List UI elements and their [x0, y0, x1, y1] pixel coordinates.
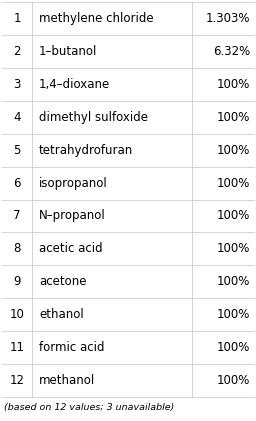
Text: N–propanol: N–propanol — [39, 210, 106, 222]
Text: 3: 3 — [13, 78, 21, 91]
Text: 10: 10 — [9, 308, 24, 321]
Text: tetrahydrofuran: tetrahydrofuran — [39, 144, 133, 157]
Text: 100%: 100% — [217, 341, 250, 354]
Text: 8: 8 — [13, 242, 21, 256]
Text: 7: 7 — [13, 210, 21, 222]
Text: 6.32%: 6.32% — [213, 45, 250, 58]
Text: 100%: 100% — [217, 78, 250, 91]
Text: formic acid: formic acid — [39, 341, 104, 354]
Text: 1–butanol: 1–butanol — [39, 45, 97, 58]
Text: 100%: 100% — [217, 210, 250, 222]
Text: 1: 1 — [13, 12, 21, 25]
Text: 100%: 100% — [217, 111, 250, 124]
Text: isopropanol: isopropanol — [39, 176, 108, 189]
Text: 1,4–dioxane: 1,4–dioxane — [39, 78, 110, 91]
Text: 4: 4 — [13, 111, 21, 124]
Text: 5: 5 — [13, 144, 21, 157]
Text: 1.303%: 1.303% — [206, 12, 250, 25]
Text: 9: 9 — [13, 275, 21, 288]
Text: 2: 2 — [13, 45, 21, 58]
Text: 100%: 100% — [217, 176, 250, 189]
Text: 11: 11 — [9, 341, 25, 354]
Text: acetic acid: acetic acid — [39, 242, 103, 256]
Text: methylene chloride: methylene chloride — [39, 12, 154, 25]
Text: 100%: 100% — [217, 308, 250, 321]
Text: (based on 12 values; 3 unavailable): (based on 12 values; 3 unavailable) — [4, 403, 174, 412]
Text: 100%: 100% — [217, 144, 250, 157]
Text: ethanol: ethanol — [39, 308, 84, 321]
Text: 100%: 100% — [217, 242, 250, 256]
Text: 100%: 100% — [217, 275, 250, 288]
Text: 12: 12 — [9, 374, 25, 387]
Text: dimethyl sulfoxide: dimethyl sulfoxide — [39, 111, 148, 124]
Text: 100%: 100% — [217, 374, 250, 387]
Text: methanol: methanol — [39, 374, 95, 387]
Text: 6: 6 — [13, 176, 21, 189]
Text: acetone: acetone — [39, 275, 87, 288]
